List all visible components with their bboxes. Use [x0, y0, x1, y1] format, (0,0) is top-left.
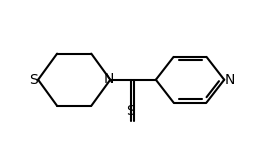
Text: S: S [126, 104, 135, 118]
Text: N: N [225, 73, 235, 87]
Text: S: S [29, 73, 38, 87]
Text: N: N [104, 72, 114, 86]
